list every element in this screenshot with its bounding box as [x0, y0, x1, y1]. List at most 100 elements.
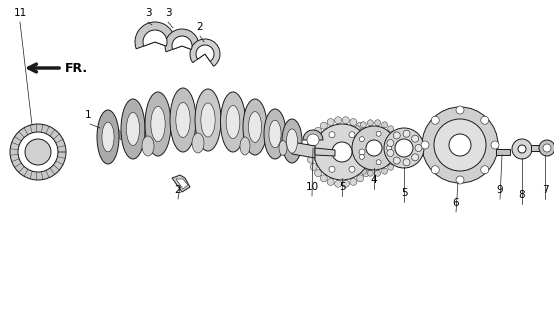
Circle shape [352, 126, 396, 170]
Circle shape [314, 124, 370, 180]
Bar [531, 145, 545, 151]
Circle shape [403, 159, 410, 166]
Wedge shape [190, 39, 220, 66]
Circle shape [307, 156, 315, 163]
Circle shape [350, 131, 356, 137]
Ellipse shape [269, 120, 281, 148]
Circle shape [307, 141, 315, 148]
Circle shape [403, 130, 410, 137]
Circle shape [332, 142, 352, 162]
Text: 6: 6 [453, 198, 459, 208]
Circle shape [315, 127, 321, 134]
Ellipse shape [226, 106, 240, 139]
Ellipse shape [195, 89, 221, 151]
Circle shape [422, 107, 498, 183]
Circle shape [350, 179, 357, 185]
Circle shape [349, 132, 355, 138]
Text: FR.: FR. [65, 62, 88, 75]
Circle shape [329, 166, 335, 172]
Wedge shape [143, 30, 167, 46]
Text: 8: 8 [519, 190, 525, 200]
Circle shape [359, 149, 365, 155]
Text: 3: 3 [165, 8, 171, 18]
Circle shape [387, 146, 392, 150]
Circle shape [342, 180, 350, 187]
Polygon shape [292, 142, 315, 158]
Circle shape [350, 119, 357, 125]
Wedge shape [172, 36, 192, 49]
Circle shape [392, 159, 398, 165]
Circle shape [412, 135, 419, 142]
Circle shape [434, 119, 486, 171]
Circle shape [320, 122, 327, 129]
Circle shape [327, 119, 334, 125]
Circle shape [397, 145, 403, 151]
Circle shape [361, 122, 366, 128]
Circle shape [10, 124, 66, 180]
Circle shape [307, 134, 319, 146]
Circle shape [376, 160, 381, 165]
Circle shape [362, 170, 370, 177]
Text: 2: 2 [197, 22, 203, 32]
Circle shape [387, 140, 394, 147]
Text: 9: 9 [497, 185, 504, 195]
Circle shape [319, 149, 325, 155]
Circle shape [349, 166, 355, 172]
Wedge shape [165, 29, 199, 52]
Circle shape [355, 164, 360, 170]
Circle shape [375, 120, 381, 126]
Circle shape [388, 164, 394, 170]
Ellipse shape [286, 129, 297, 153]
Circle shape [360, 154, 365, 159]
Circle shape [370, 156, 377, 163]
Circle shape [360, 137, 365, 142]
Ellipse shape [121, 99, 145, 159]
Polygon shape [176, 179, 188, 189]
Text: 10: 10 [305, 182, 319, 192]
Circle shape [539, 140, 554, 156]
Text: 3: 3 [145, 8, 151, 18]
Circle shape [320, 175, 327, 182]
Circle shape [371, 148, 377, 156]
Ellipse shape [279, 140, 287, 156]
Circle shape [367, 134, 374, 140]
Text: 11: 11 [13, 8, 27, 18]
Circle shape [456, 176, 464, 184]
Circle shape [382, 168, 388, 174]
Circle shape [347, 152, 352, 158]
Ellipse shape [240, 137, 250, 155]
Ellipse shape [176, 102, 190, 138]
Circle shape [367, 170, 373, 176]
Circle shape [512, 139, 532, 159]
Polygon shape [315, 148, 335, 156]
Polygon shape [119, 130, 121, 140]
Circle shape [357, 122, 363, 129]
Circle shape [456, 106, 464, 114]
Ellipse shape [248, 112, 261, 142]
Circle shape [395, 139, 413, 157]
Circle shape [388, 126, 394, 132]
Ellipse shape [170, 88, 196, 152]
Circle shape [315, 170, 321, 177]
Text: 1: 1 [85, 110, 91, 120]
Circle shape [392, 131, 398, 137]
Circle shape [396, 138, 402, 144]
Text: 5: 5 [338, 182, 345, 192]
Circle shape [367, 164, 374, 170]
Ellipse shape [201, 103, 215, 137]
Circle shape [335, 117, 342, 124]
Circle shape [25, 139, 51, 165]
Ellipse shape [282, 119, 302, 163]
Circle shape [355, 126, 360, 132]
Text: 7: 7 [542, 185, 548, 195]
Bar [496, 149, 510, 155]
Circle shape [327, 179, 334, 185]
Polygon shape [172, 175, 190, 192]
Text: 5: 5 [401, 188, 407, 198]
Ellipse shape [145, 92, 171, 156]
Circle shape [350, 159, 356, 165]
Ellipse shape [151, 106, 165, 141]
Circle shape [431, 166, 439, 174]
Circle shape [387, 149, 394, 156]
Circle shape [375, 170, 381, 176]
